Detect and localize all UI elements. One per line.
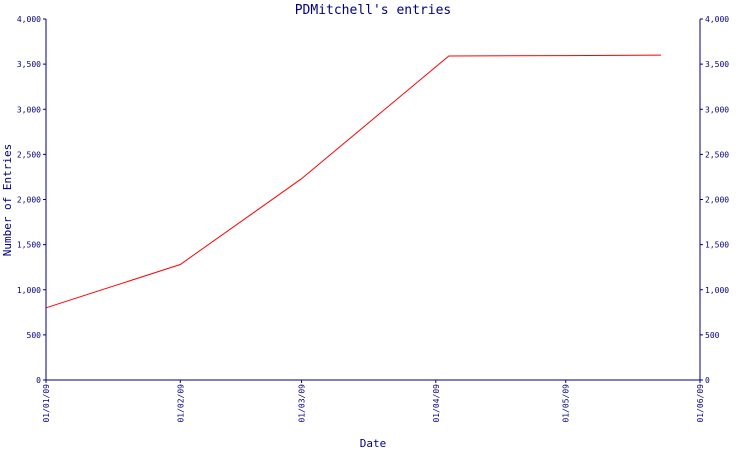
x-tick-label: 01/01/09 [42, 384, 51, 423]
y-tick-label-left: 2,500 [17, 150, 41, 159]
y-axis-right-ticks: 0 500 1,000 1,500 2,000 2,500 3,000 3,500 4,000 [700, 15, 729, 385]
y-tick-label-right: 1,500 [705, 241, 729, 250]
x-axis-label: Date [360, 437, 387, 450]
x-tick-label: 01/04/09 [432, 384, 441, 423]
y-tick-label-left: 500 [27, 331, 42, 340]
x-tick-label: 01/02/09 [176, 384, 185, 423]
y-tick-label-right: 0 [705, 376, 710, 385]
y-tick-label-right: 2,000 [705, 196, 729, 205]
y-tick-label-left: 4,000 [17, 15, 41, 24]
y-tick-label-right: 1,000 [705, 286, 729, 295]
series-group [45, 54, 662, 309]
y-tick-label-left: 3,000 [17, 105, 41, 114]
y-tick-label-right: 3,500 [705, 60, 729, 69]
x-axis-ticks: 01/01/09 01/02/09 01/03/09 01/04/09 01/05/09… [42, 380, 705, 423]
y-axis-label: Number of Entries [1, 144, 14, 257]
y-tick-label-left: 3,500 [17, 60, 41, 69]
y-tick-label-right: 3,000 [705, 105, 729, 114]
chart-title: PDMitchell's entries [295, 3, 452, 18]
y-tick-label-right: 2,500 [705, 150, 729, 159]
x-tick-label: 01/06/09 [696, 384, 705, 423]
y-axis-left-ticks: 0 500 1,000 1,500 2,000 2,500 3,000 3,500 4,000 [17, 15, 46, 385]
x-tick-label: 01/03/09 [298, 384, 307, 423]
y-tick-label-right: 4,000 [705, 15, 729, 24]
y-tick-label-left: 1,500 [17, 241, 41, 250]
plot-frame [45, 19, 701, 381]
y-tick-label-left: 2,000 [17, 196, 41, 205]
y-tick-label-left: 0 [36, 376, 41, 385]
y-tick-label-right: 500 [705, 331, 720, 340]
x-tick-label: 01/05/09 [562, 384, 571, 423]
series-line [45, 54, 662, 309]
y-tick-label-left: 1,000 [17, 286, 41, 295]
